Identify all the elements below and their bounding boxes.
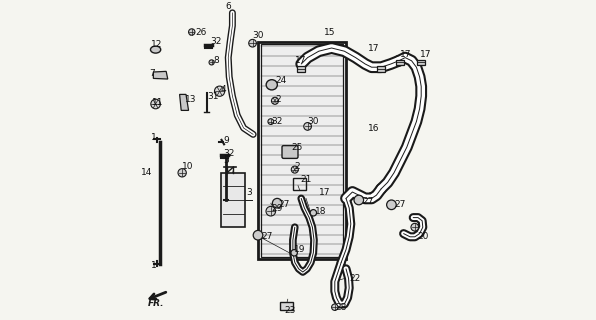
Text: 5: 5: [224, 156, 229, 164]
Text: 32: 32: [210, 37, 222, 46]
Text: 8: 8: [213, 56, 219, 65]
Text: 2: 2: [295, 162, 300, 171]
Ellipse shape: [266, 80, 277, 90]
Bar: [297, 66, 305, 72]
Circle shape: [249, 39, 256, 47]
Text: 32: 32: [224, 149, 235, 158]
Text: 17: 17: [368, 44, 379, 52]
Text: 17: 17: [420, 50, 432, 59]
Text: 1: 1: [151, 261, 157, 270]
Circle shape: [387, 200, 396, 210]
Text: 27: 27: [362, 197, 373, 206]
Text: 18: 18: [315, 207, 326, 216]
Ellipse shape: [150, 46, 161, 53]
Circle shape: [411, 223, 418, 231]
Text: 17: 17: [400, 50, 411, 59]
Circle shape: [272, 198, 282, 208]
Text: 20: 20: [417, 232, 429, 241]
Text: 10: 10: [182, 162, 194, 171]
Text: 17: 17: [296, 56, 307, 65]
Circle shape: [151, 99, 160, 109]
Bar: [293, 178, 306, 190]
Text: 11: 11: [153, 98, 164, 107]
Text: 27: 27: [261, 232, 272, 241]
Bar: [280, 302, 293, 310]
Text: 31: 31: [208, 92, 219, 100]
Text: 3: 3: [246, 188, 252, 196]
Text: 12: 12: [151, 40, 162, 49]
Bar: [258, 42, 346, 259]
Circle shape: [268, 119, 274, 124]
Text: 4: 4: [221, 85, 226, 94]
Circle shape: [209, 60, 214, 65]
Bar: [396, 60, 405, 65]
Circle shape: [331, 304, 338, 310]
Circle shape: [291, 250, 297, 256]
Text: 21: 21: [300, 175, 312, 184]
Circle shape: [310, 210, 316, 216]
Polygon shape: [153, 71, 167, 79]
FancyBboxPatch shape: [282, 146, 298, 158]
Circle shape: [271, 97, 278, 104]
Circle shape: [304, 123, 312, 130]
Text: 30: 30: [307, 117, 318, 126]
Text: 14: 14: [141, 168, 153, 177]
Text: 15: 15: [324, 28, 336, 36]
Circle shape: [178, 169, 187, 177]
Text: 24: 24: [275, 76, 287, 84]
Text: 7: 7: [149, 69, 155, 78]
Text: 26: 26: [195, 28, 206, 36]
Text: 30: 30: [253, 31, 264, 40]
Text: 9: 9: [224, 136, 229, 145]
Text: 25: 25: [291, 143, 302, 152]
Text: 17: 17: [319, 188, 330, 196]
Circle shape: [253, 230, 263, 240]
Circle shape: [266, 206, 275, 216]
Text: 13: 13: [185, 95, 197, 104]
Bar: [221, 173, 245, 227]
Bar: [417, 60, 425, 65]
Text: 28: 28: [336, 303, 347, 312]
Text: 1: 1: [151, 133, 157, 142]
Text: FR.: FR.: [148, 299, 164, 308]
Text: 23: 23: [284, 306, 296, 315]
Circle shape: [215, 86, 225, 96]
Text: 32: 32: [271, 117, 282, 126]
Circle shape: [291, 166, 299, 173]
Text: 16: 16: [368, 124, 380, 132]
Text: 6: 6: [225, 2, 231, 11]
Bar: [377, 66, 385, 72]
Text: 27: 27: [279, 200, 290, 209]
Text: 29: 29: [272, 204, 283, 212]
Bar: [260, 44, 343, 257]
Text: 2: 2: [275, 95, 281, 104]
Text: 22: 22: [349, 274, 361, 283]
Polygon shape: [179, 94, 188, 110]
Circle shape: [188, 29, 195, 35]
Circle shape: [354, 195, 364, 205]
Text: 27: 27: [394, 200, 405, 209]
Text: 19: 19: [294, 245, 306, 254]
